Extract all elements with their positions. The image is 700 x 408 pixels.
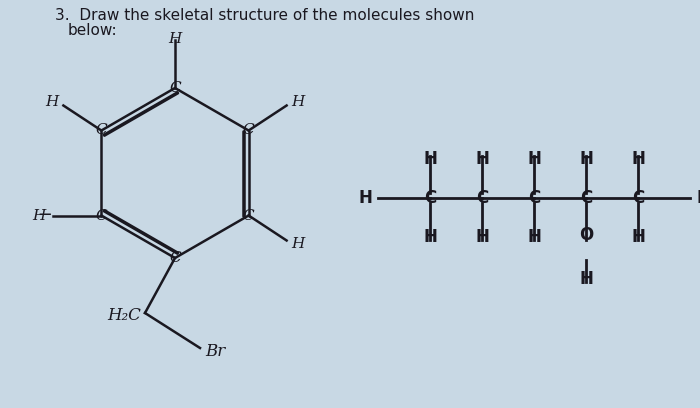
Text: H: H bbox=[475, 228, 489, 246]
Text: C: C bbox=[96, 124, 107, 137]
Text: −: − bbox=[32, 206, 52, 224]
Text: H: H bbox=[527, 228, 541, 246]
Text: O: O bbox=[579, 226, 593, 244]
Text: H: H bbox=[32, 208, 46, 222]
Text: C: C bbox=[243, 124, 254, 137]
Text: H: H bbox=[45, 95, 58, 109]
Text: C: C bbox=[169, 81, 181, 95]
Text: C: C bbox=[424, 189, 436, 207]
Text: H: H bbox=[169, 32, 181, 46]
Text: C: C bbox=[169, 251, 181, 265]
Text: H: H bbox=[423, 150, 437, 168]
Text: 3.  Draw the skeletal structure of the molecules shown: 3. Draw the skeletal structure of the mo… bbox=[55, 8, 475, 23]
Text: C: C bbox=[528, 189, 540, 207]
Text: H: H bbox=[631, 150, 645, 168]
Text: H: H bbox=[292, 95, 305, 109]
Text: C: C bbox=[632, 189, 644, 207]
Text: H: H bbox=[527, 150, 541, 168]
Text: C: C bbox=[96, 208, 107, 222]
Text: H₂C: H₂C bbox=[107, 306, 141, 324]
Text: H: H bbox=[292, 237, 305, 251]
Text: H: H bbox=[579, 270, 593, 288]
Text: C: C bbox=[476, 189, 488, 207]
Text: H: H bbox=[631, 228, 645, 246]
Text: Br: Br bbox=[205, 342, 225, 359]
Text: below:: below: bbox=[68, 23, 118, 38]
Text: C: C bbox=[243, 208, 254, 222]
Text: H: H bbox=[579, 150, 593, 168]
Text: H: H bbox=[423, 228, 437, 246]
Text: H: H bbox=[475, 150, 489, 168]
Text: H: H bbox=[696, 189, 700, 207]
Text: H: H bbox=[358, 189, 372, 207]
Text: C: C bbox=[580, 189, 592, 207]
